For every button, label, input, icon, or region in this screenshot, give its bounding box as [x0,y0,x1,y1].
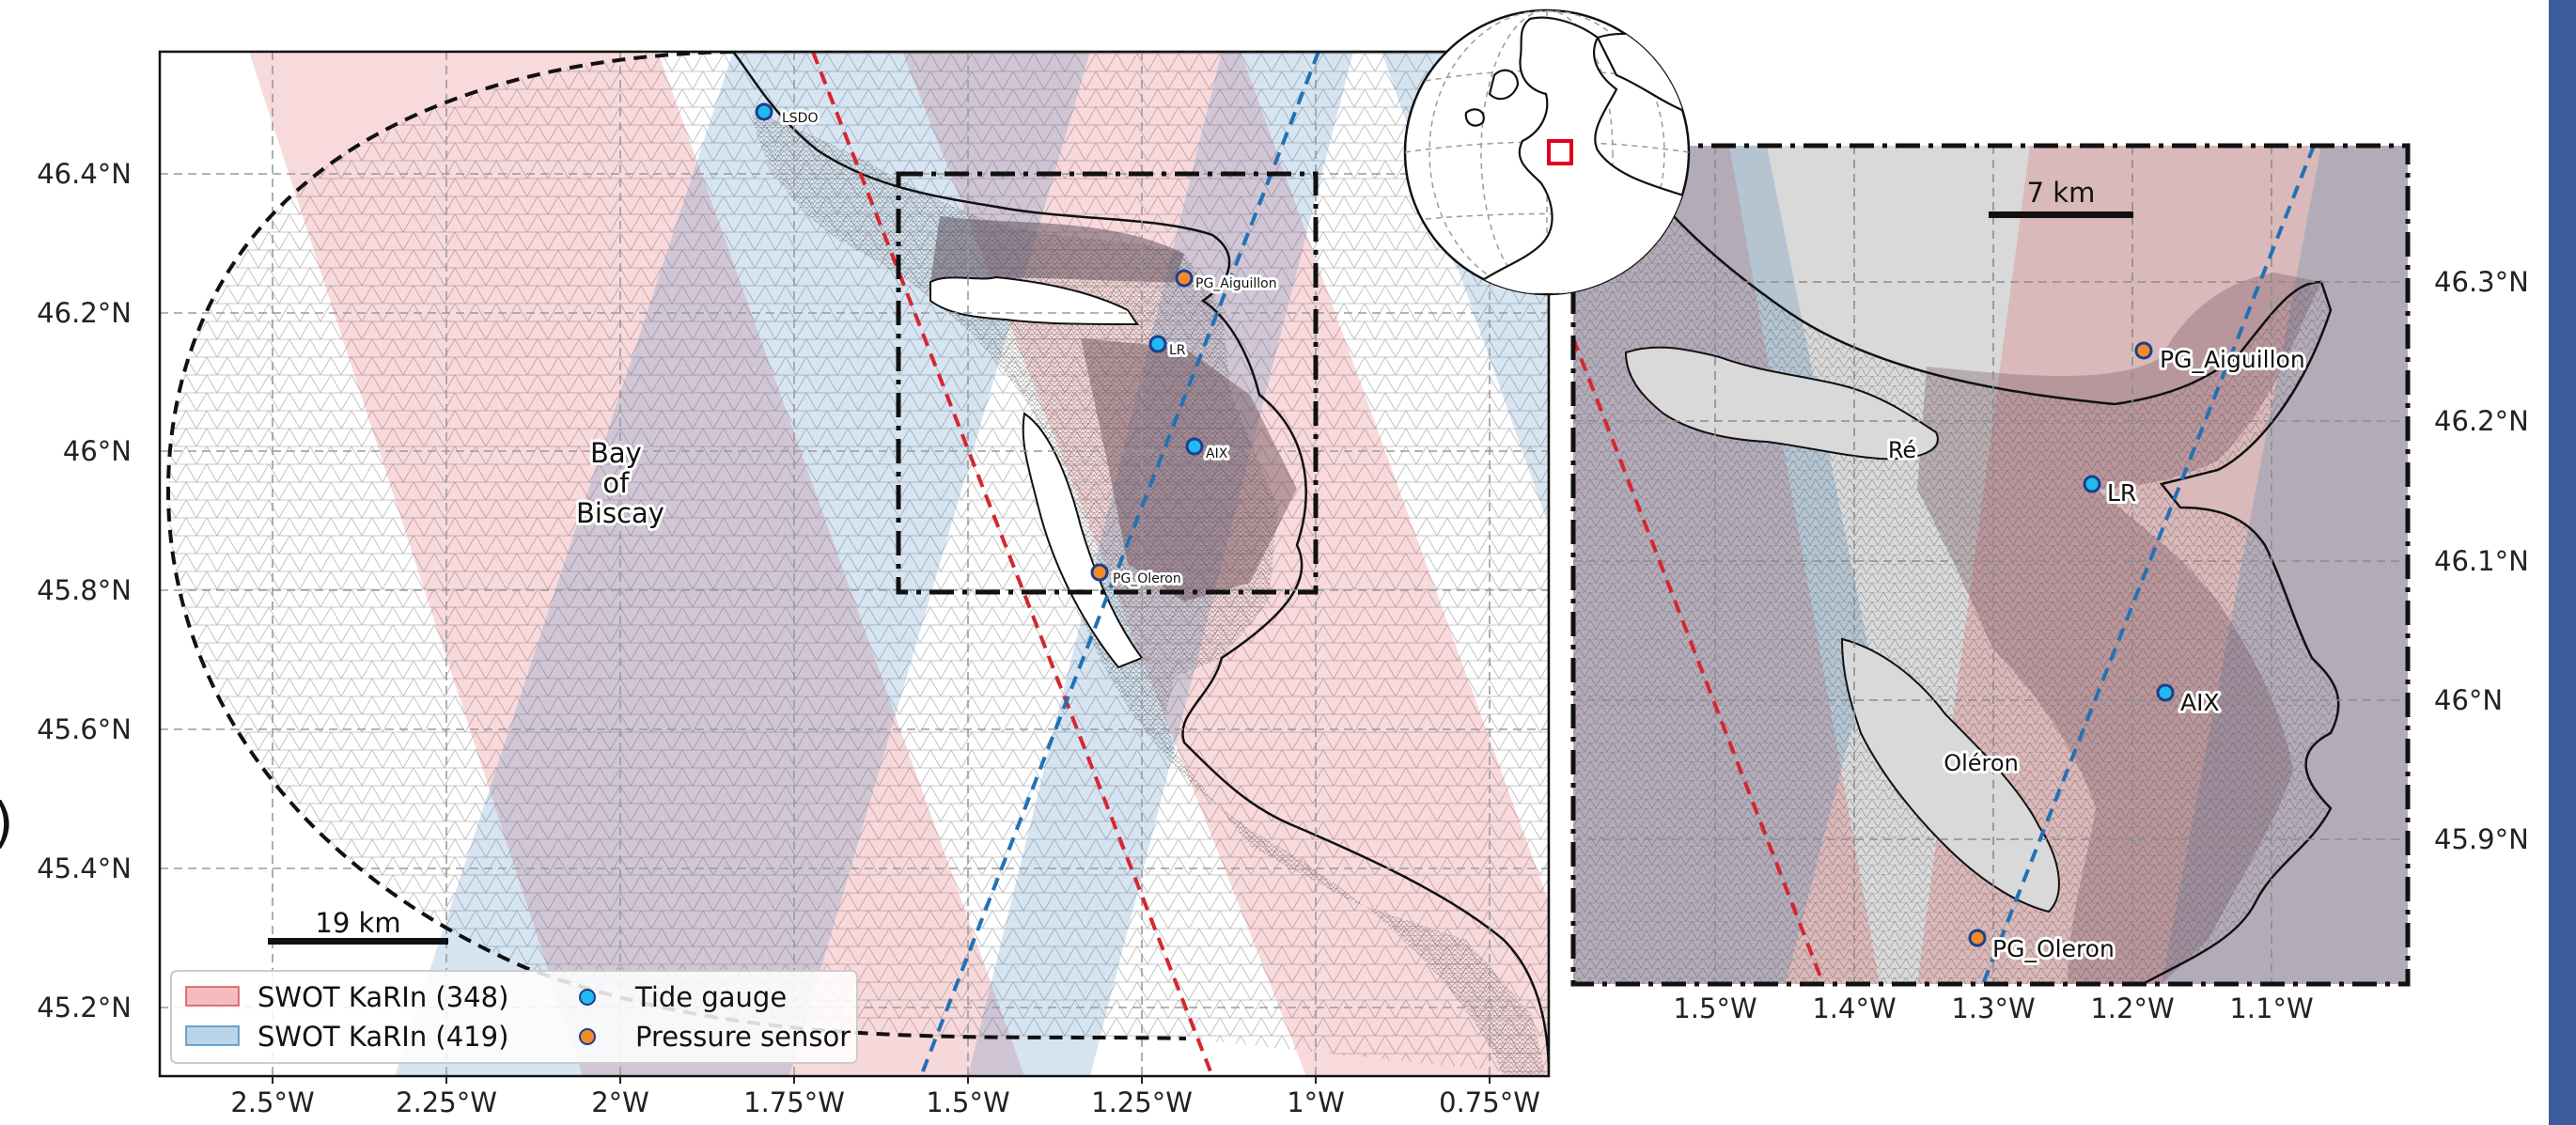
inset-y-ticks: 46.3°N 46.2°N 46.1°N 46°N 45.9°N [2434,266,2529,855]
inset-scale-bar: 7 km [1989,177,2133,218]
legend-swatch-swot-419 [185,1025,240,1046]
station-label-oleron: PG_Oleron [1113,571,1181,586]
inset-ile-d-oleron [1840,637,2060,914]
inset-x-tick-label: 1.2°W [2090,992,2174,1024]
bay-of-biscay-label: Bay of Biscay [576,437,664,529]
inset-label-re: Ré [1888,437,1916,463]
main-stations: LSDO PG_Aiguillon LR AIX PG_Oleron [755,102,1280,589]
swot-348-nadir-track [811,52,1214,1076]
legend-label-swot-348: SWOT KaRIn (348) [258,981,508,1013]
inset-y-tick-label: 45.9°N [2434,823,2529,855]
main-y-tick-label: 45.4°N [37,852,132,884]
inset-x-ticks: 1.5°W 1.4°W 1.3°W 1.2°W 1.1°W [1673,992,2313,1024]
legend-marker-pressure-sensor [579,1028,596,1045]
inset-x-tick-label: 1.4°W [1812,992,1896,1024]
main-x-tick-label: 2.25°W [396,1086,497,1118]
globe-study-area-marker [1547,139,1573,165]
inset-pressure-sensor-aiguillon [2134,341,2153,360]
ile-d-oleron [1022,412,1144,669]
inset-grid [1573,146,2408,984]
main-scale-bar: 19 km [268,907,448,945]
inset-stations: PG_Aiguillon LR AIX PG_Oleron [1968,341,2308,965]
legend-label-swot-419: SWOT KaRIn (419) [258,1021,508,1053]
inset-mainland-coast [1615,146,2340,984]
main-x-tick-label: 0.75°W [1439,1086,1540,1118]
inset-y-tick-label: 46°N [2434,684,2503,716]
pressure-sensor-oleron [1090,563,1109,582]
inset-tide-gauge-lr [2083,475,2101,493]
inset-y-tick-label: 46.1°N [2434,545,2529,577]
tide-gauge-lr [1148,335,1167,353]
swot-419-nadir-track [919,52,1320,1076]
main-map: Bay of Biscay LSDO PG_Aiguillon LR AIX P… [160,52,1549,1076]
inset-station-label-aix: AIX [2180,689,2220,716]
pertuis-breton-mesh [930,216,1184,282]
main-y-tick-label: 46.2°N [37,297,132,329]
inset-extent-box [896,171,1319,595]
main-x-tick-label: 1.5°W [926,1086,1009,1118]
main-x-tick-label: 1.75°W [743,1086,845,1118]
tide-gauge-aix [1185,437,1204,456]
inset-x-tick-label: 1.5°W [1673,992,1756,1024]
main-x-tick-label: 2°W [591,1086,649,1118]
legend-label-tide-gauge: Tide gauge [634,981,787,1013]
station-label-lr: LR [1169,343,1186,358]
main-x-tick-label: 2.5°W [230,1086,314,1118]
station-label-aiguillon: PG_Aiguillon [1195,276,1277,291]
inset-label-oleron: Oléron [1944,750,2019,776]
mainland-coast [731,52,1549,1076]
legend-marker-tide-gauge [579,989,596,1006]
main-x-ticks: 2.5°W 2.25°W 2°W 1.75°W 1.5°W 1.25°W 1°W… [230,1076,1540,1118]
inset-x-tick-label: 1.3°W [1951,992,2035,1024]
inset-y-tick-label: 46.2°N [2434,405,2529,437]
main-y-tick-label: 45.2°N [37,992,132,1023]
main-y-tick-label: 45.8°N [37,574,132,606]
frame-edge [2549,0,2576,1125]
main-x-tick-label: 1°W [1287,1086,1345,1118]
inset-x-tick-label: 1.1°W [2229,992,2313,1024]
inset-frame [1570,143,2411,987]
main-legend: SWOT KaRIn (348) SWOT KaRIn (419) Tide g… [170,970,858,1064]
inset-tide-gauge-aix [2156,683,2175,702]
main-map-frame [158,50,1551,1078]
panel-label-fragment: ) [0,790,14,854]
main-x-tick-label: 1.25°W [1091,1086,1193,1118]
main-y-ticks: 46.4°N 46.2°N 46°N 45.8°N 45.6°N 45.4°N … [37,158,132,1023]
pressure-sensor-aiguillon [1175,269,1194,288]
tide-gauge-lsdo [755,102,773,121]
svg-text:19 km: 19 km [315,907,400,939]
globe-locator [1403,8,1691,296]
inset-estuary-mesh [1917,273,2321,984]
inset-swot-348-nadir-track [1573,337,1825,984]
inset-sea-mesh [1573,146,2339,984]
legend-label-pressure-sensor: Pressure sensor [635,1021,851,1053]
charente-estuary-mesh [1081,338,1297,602]
inset-station-label-aiguillon: PG_Aiguillon [2160,346,2305,373]
station-label-lsdo: LSDO [782,111,819,126]
inset-y-tick-label: 46.3°N [2434,266,2529,298]
legend-swatch-swot-348 [185,986,240,1007]
inset-map: Ré Oléron PG_Aiguillon LR AIX PG_Oleron … [1573,146,2408,984]
main-y-tick-label: 45.6°N [37,713,132,745]
svg-text:7 km: 7 km [2027,177,2096,209]
inset-station-label-lr: LR [2107,479,2136,507]
inset-station-label-oleron: PG_Oleron [1992,935,2115,962]
model-domain-boundary [166,52,1187,1040]
main-y-tick-label: 46°N [63,435,132,467]
main-y-tick-label: 46.4°N [37,158,132,190]
station-label-aix: AIX [1206,446,1228,461]
inset-ile-de-re [1624,346,1939,461]
inset-pressure-sensor-oleron [1968,929,1987,947]
